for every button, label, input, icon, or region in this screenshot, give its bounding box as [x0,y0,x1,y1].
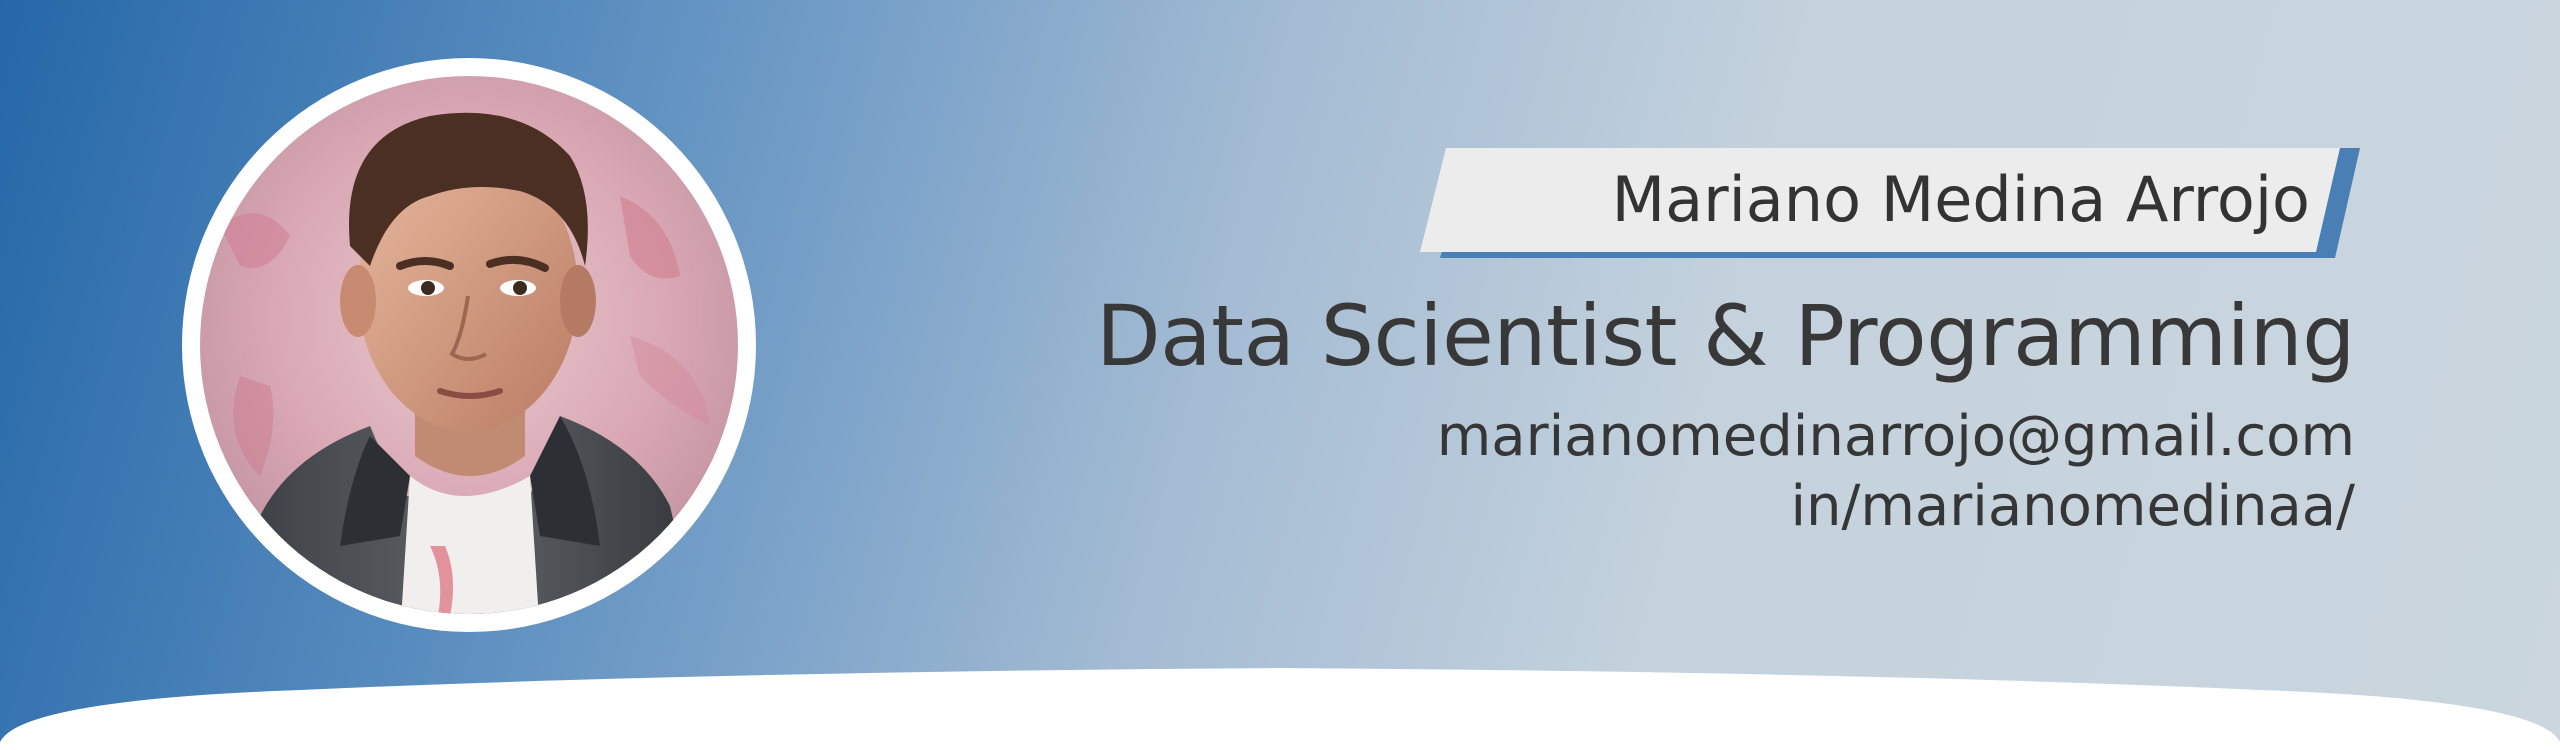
profile-info: Data Scientist & Programming marianomedi… [1095,278,2356,542]
profile-name: Mariano Medina Arrojo [1611,163,2310,236]
name-tag: Mariano Medina Arrojo [1420,148,2360,260]
job-title: Data Scientist & Programming [1095,287,2356,385]
name-tag-background [1420,148,2360,258]
linkedin-link[interactable]: in/marianomedinaa/ [1790,474,2355,539]
person-portrait-icon [200,76,738,614]
email-link[interactable]: marianomedinarrojo@gmail.com [1436,404,2355,469]
avatar-frame [182,58,756,632]
avatar [200,76,738,614]
